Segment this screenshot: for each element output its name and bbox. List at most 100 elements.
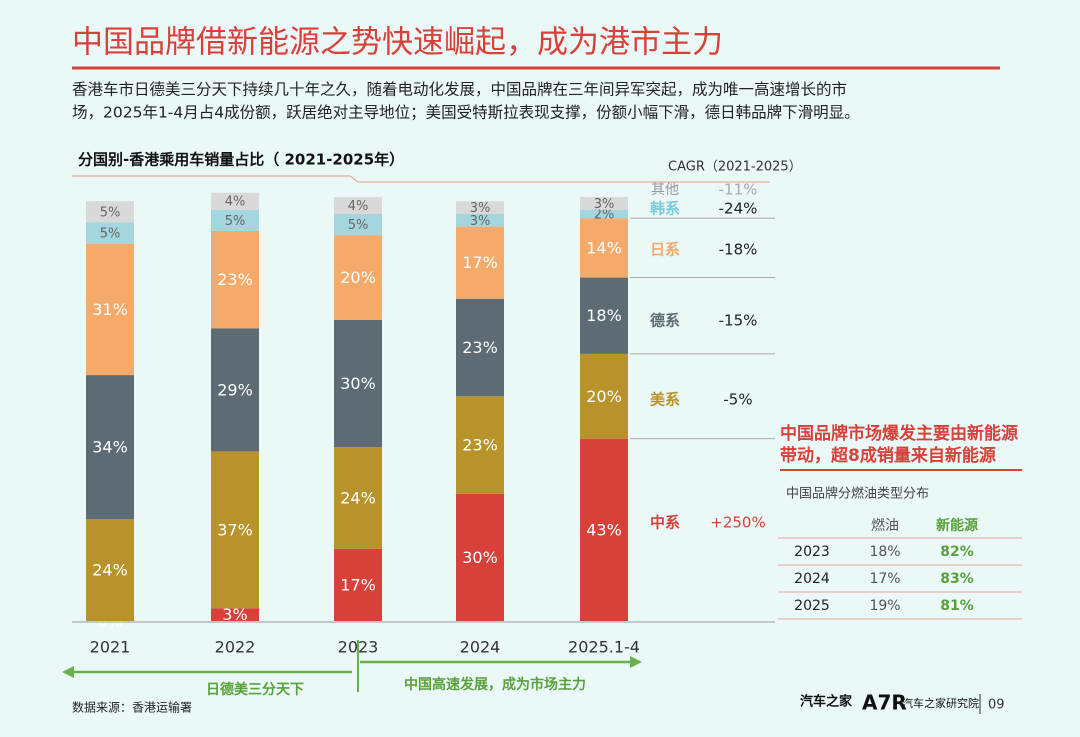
bar-segment: [334, 548, 382, 621]
data-label: 5%: [348, 218, 369, 233]
table-cell: 2023: [794, 544, 830, 560]
x-tick-label: 2022: [215, 638, 256, 657]
bar-segment: [211, 328, 259, 452]
bar-segment: [580, 353, 628, 439]
bar-segment: [86, 222, 134, 244]
table-cell: 17%: [869, 571, 900, 587]
bar-segment: [211, 451, 259, 609]
data-label: 3%: [222, 605, 247, 624]
bar-segment: [456, 396, 504, 494]
chart-title-rule: [72, 175, 770, 183]
x-tick-label: 2024: [460, 638, 501, 657]
legend-name: 其他: [651, 182, 679, 198]
bar-segment: [456, 226, 504, 299]
table-title: 中国品牌分燃油类型分布: [786, 486, 929, 502]
bar-segment: [580, 209, 628, 219]
bar-segment: [456, 493, 504, 621]
phase-label: 日德美三分天下: [206, 681, 304, 698]
data-label: 5%: [225, 214, 246, 229]
legend-name: 中系: [650, 514, 680, 532]
arrow-head: [62, 666, 74, 678]
bar-segment: [580, 438, 628, 621]
bar-segment: [334, 447, 382, 549]
page-number: 09: [988, 698, 1005, 713]
legend-cagr: -15%: [719, 312, 758, 330]
table-header: 燃油: [871, 517, 899, 534]
data-label: 18%: [586, 306, 622, 325]
bar-segment: [334, 319, 382, 448]
bar-segment: [580, 197, 628, 210]
x-tick-label: 2021: [90, 638, 131, 657]
data-label: 43%: [586, 520, 622, 539]
data-label: 3%: [470, 201, 491, 216]
bar-segment: [334, 197, 382, 214]
data-label: 23%: [462, 436, 498, 455]
legend-name: 韩系: [650, 200, 680, 218]
data-label: 30%: [340, 374, 376, 393]
bar-segment: [86, 519, 134, 621]
bar-segment: [334, 235, 382, 320]
x-tick-label: 2023: [338, 638, 379, 657]
legend-cagr: -24%: [719, 200, 758, 218]
x-tick-label: 2025.1-4: [568, 638, 640, 657]
data-label: 5%: [100, 227, 121, 242]
legend-name: 美系: [650, 391, 680, 409]
arrow-head: [630, 656, 642, 668]
bar-segment: [456, 201, 504, 214]
table-cell: 2025: [794, 598, 830, 614]
subtitle-line: 场，2025年1-4月占4成份额，跃居绝对主导地位；美国受特斯拉表现支撑，份额小…: [72, 104, 860, 122]
data-label: 4%: [225, 195, 246, 210]
data-label: 23%: [217, 270, 253, 289]
legend-cagr: -5%: [723, 391, 752, 409]
data-label: 20%: [586, 387, 622, 406]
table-cell: 19%: [869, 598, 900, 614]
table-header: 新能源: [936, 517, 978, 534]
bar-segment: [86, 243, 134, 376]
data-label: 34%: [92, 438, 128, 457]
data-label: 17%: [340, 575, 376, 594]
data-label: 29%: [217, 380, 253, 399]
data-label: 30%: [462, 548, 498, 567]
logo: 汽车之家研究院: [902, 696, 979, 710]
bar-segment: [86, 201, 134, 223]
table-cell: 2024: [794, 571, 830, 587]
bar-segment: [86, 375, 134, 520]
data-label: 4%: [348, 199, 369, 214]
chart-title: 分国别-香港乘用车销量占比（ 2021-2025年）: [78, 151, 404, 169]
logo: 汽车之家: [800, 694, 853, 710]
data-label: 31%: [92, 300, 128, 319]
data-label: 5%: [100, 205, 121, 220]
bar-segment: [211, 192, 259, 210]
data-label: 2%: [594, 207, 615, 222]
data-label: 20%: [340, 268, 376, 287]
callout: 中国品牌市场爆发主要由新能源: [780, 423, 1018, 444]
data-label: 23%: [462, 338, 498, 357]
data-label: 24%: [92, 561, 128, 580]
logo-mark: A7R: [862, 691, 907, 715]
phase-label: 中国高速发展，成为市场主力: [404, 676, 586, 693]
data-label: 14%: [586, 238, 622, 257]
table-cell: 18%: [869, 544, 900, 560]
bar-segment: [334, 213, 382, 236]
legend-cagr: -11%: [719, 181, 758, 199]
legend-cagr: -18%: [719, 241, 758, 259]
bar-segment: [580, 218, 628, 278]
bar-segment: [456, 298, 504, 397]
slide-title: 中国品牌借新能源之势快速崛起，成为港市主力: [72, 25, 723, 61]
legend-name: 日系: [650, 241, 680, 259]
table-cell: 82%: [940, 544, 974, 560]
bar-segment: [211, 230, 259, 329]
bar-segment: [456, 213, 504, 227]
data-label: 24%: [340, 489, 376, 508]
source: 数据来源：香港运输署: [72, 700, 192, 715]
legend-title: CAGR（2021-2025）: [668, 160, 802, 175]
table-cell: 81%: [940, 598, 974, 614]
data-label: 3%: [470, 214, 491, 229]
data-label: 17%: [462, 253, 498, 272]
bar-segment: [211, 608, 259, 621]
table-cell: 83%: [940, 571, 974, 587]
data-label: 37%: [217, 520, 253, 539]
legend-cagr: +250%: [710, 514, 765, 532]
subtitle-line: 香港车市日德美三分天下持续几十年之久，随着电动化发展，中国品牌在三年间异军突起，…: [72, 81, 847, 99]
